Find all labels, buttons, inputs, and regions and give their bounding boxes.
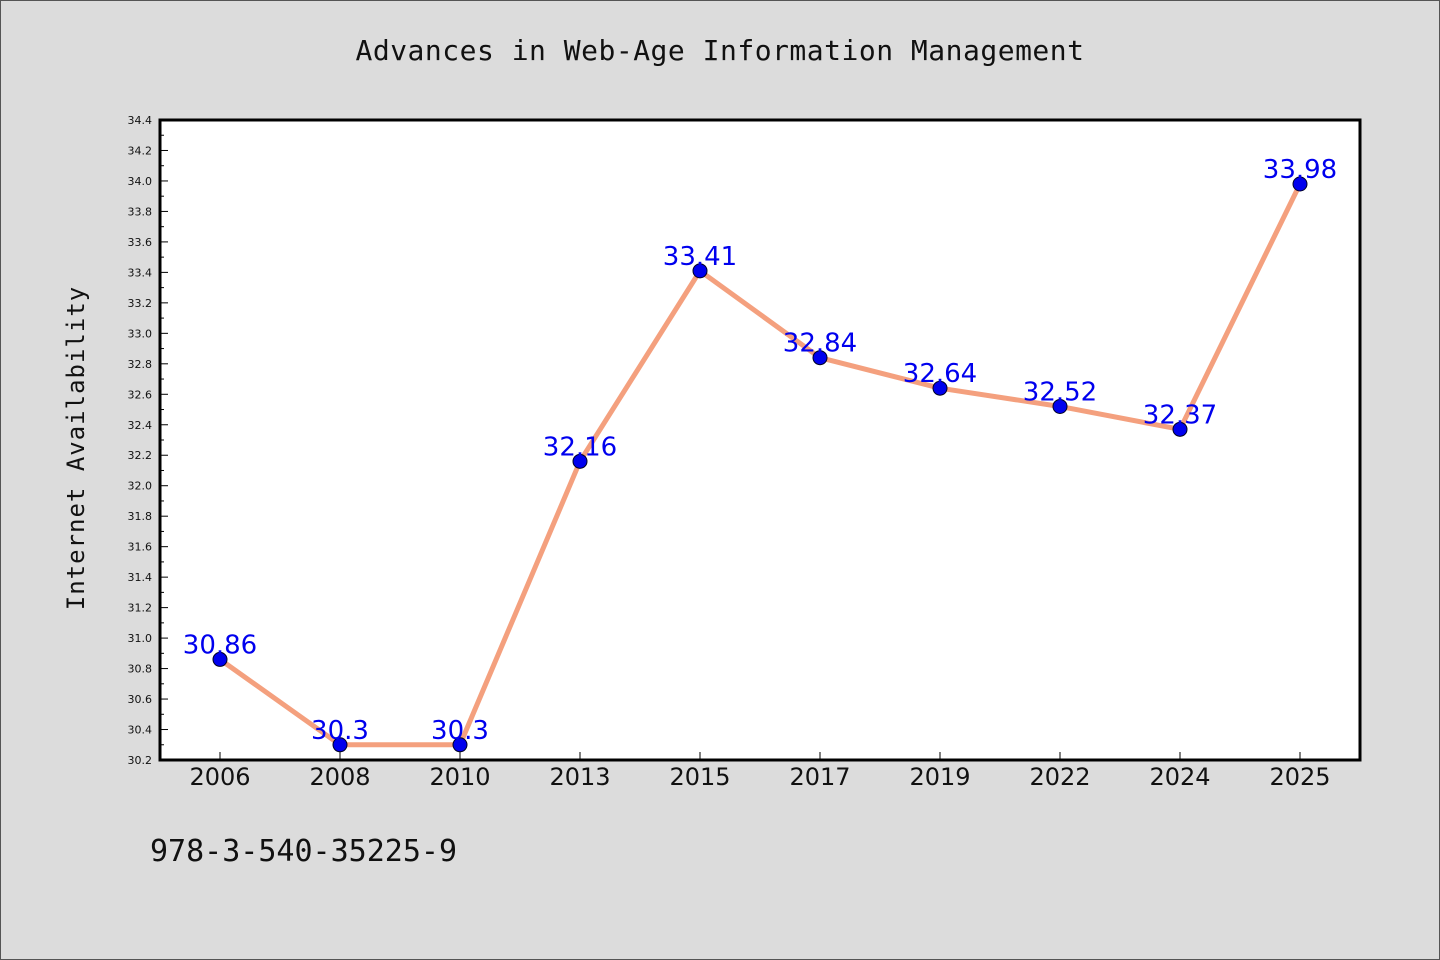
y-tick-label: 31.8 xyxy=(128,510,153,523)
y-tick-label: 33.6 xyxy=(128,236,153,249)
data-label: 30.86 xyxy=(183,630,257,660)
y-tick-label: 34.4 xyxy=(128,114,153,127)
data-point xyxy=(572,453,588,469)
y-tick-label: 33.0 xyxy=(128,327,153,340)
data-label: 30.3 xyxy=(311,716,369,746)
y-tick-label: 34.0 xyxy=(128,175,153,188)
data-label: 32.52 xyxy=(1023,377,1097,407)
x-tick-label: 2019 xyxy=(909,763,970,791)
data-label: 30.3 xyxy=(431,716,489,746)
y-tick-label: 32.4 xyxy=(128,419,153,432)
data-label: 32.64 xyxy=(903,359,977,389)
y-tick-label: 33.2 xyxy=(128,297,153,310)
x-tick-label: 2017 xyxy=(789,763,850,791)
x-tick-label: 2024 xyxy=(1149,763,1210,791)
data-point xyxy=(1292,176,1308,192)
data-label: 32.84 xyxy=(783,329,857,359)
y-axis: 30.2 30.4 30.6 30.8 31.0 31.2 31.4 31.6 31.8 32.0… xyxy=(128,114,168,767)
y-tick-label: 30.2 xyxy=(128,754,153,767)
x-tick-label: 2013 xyxy=(549,763,610,791)
data-labels: 30.86 30.3 30.3 32.16 33.41 32.84 32.64 32.52 32… xyxy=(183,155,1337,746)
y-tick-label: 30.4 xyxy=(128,724,153,737)
data-point xyxy=(332,737,348,753)
y-tick-label: 32.8 xyxy=(128,358,153,371)
y-tick-label: 30.6 xyxy=(128,693,153,706)
data-label: 33.41 xyxy=(663,242,737,272)
plot-border xyxy=(158,118,1362,762)
x-tick-label: 2022 xyxy=(1029,763,1090,791)
y-tick-label: 33.4 xyxy=(128,266,153,279)
x-axis: 2006 2008 2010 2013 2015 2017 2019 2022 2024 2025 xyxy=(189,752,1331,791)
data-point xyxy=(692,263,708,279)
data-point xyxy=(1052,398,1068,414)
y-tick-label: 31.6 xyxy=(128,541,153,554)
isbn-text: 978-3-540-35225-9 xyxy=(150,834,458,869)
data-point xyxy=(932,380,948,396)
x-tick-label: 2008 xyxy=(309,763,370,791)
series-markers xyxy=(212,176,1308,753)
data-label: 32.16 xyxy=(543,432,617,462)
y-tick-label: 32.2 xyxy=(128,449,153,462)
data-label: 33.98 xyxy=(1263,155,1337,185)
y-tick-label: 31.2 xyxy=(128,602,153,615)
plot-area xyxy=(160,120,1360,760)
data-point xyxy=(452,737,468,753)
y-tick-label: 30.8 xyxy=(128,663,153,676)
data-point xyxy=(212,651,228,667)
y-tick-label: 31.4 xyxy=(128,571,153,584)
data-point xyxy=(1172,421,1188,437)
y-tick-label: 31.0 xyxy=(128,632,153,645)
y-tick-label: 33.8 xyxy=(128,205,153,218)
y-tick-label: 34.2 xyxy=(128,144,153,157)
chart-title: Advances in Web-Age Information Manageme… xyxy=(355,34,1085,67)
x-tick-label: 2025 xyxy=(1269,763,1330,791)
x-tick-label: 2006 xyxy=(189,763,250,791)
series-line-group xyxy=(217,181,1303,748)
x-tick-label: 2010 xyxy=(429,763,490,791)
y-axis-label: Internet Availability xyxy=(62,286,90,610)
y-tick-label: 32.0 xyxy=(128,480,153,493)
data-label: 32.37 xyxy=(1143,400,1217,430)
y-tick-label: 32.6 xyxy=(128,388,153,401)
series-line xyxy=(217,181,1303,748)
data-point xyxy=(812,350,828,366)
x-tick-label: 2015 xyxy=(669,763,730,791)
